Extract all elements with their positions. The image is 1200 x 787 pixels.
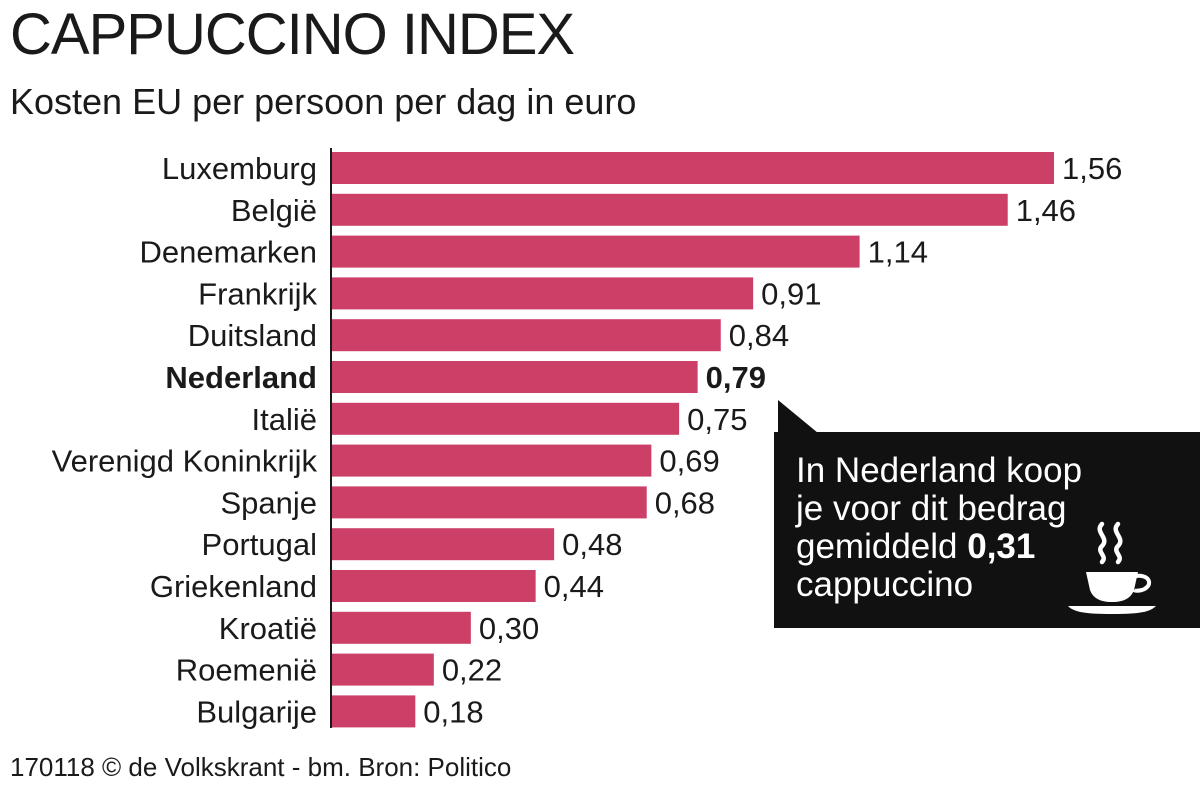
page-title: CAPPUCCINO INDEX — [10, 2, 575, 67]
value-label: 0,18 — [423, 694, 483, 729]
callout-line-2: je voor dit bedrag — [796, 489, 1067, 528]
value-label: 0,91 — [761, 276, 821, 311]
page-subtitle: Kosten EU per persoon per dag in euro — [10, 81, 637, 122]
callout-box: In Nederland koop je voor dit bedrag gem… — [774, 432, 1200, 628]
value-label: 0,79 — [706, 360, 766, 395]
value-label: 0,68 — [655, 485, 715, 520]
category-label: Portugal — [202, 527, 317, 562]
value-label: 1,56 — [1062, 151, 1122, 186]
callout-prefix: gemiddeld — [796, 527, 968, 566]
value-label: 1,46 — [1016, 193, 1076, 228]
callout-text: In Nederland koop je voor dit bedrag gem… — [796, 452, 1096, 604]
category-label: Denemarken — [140, 235, 317, 270]
bar-13 — [332, 695, 416, 728]
value-label: 0,84 — [729, 318, 789, 353]
source-footer: 170118 © de Volkskrant - bm. Bron: Polit… — [10, 752, 512, 782]
bar-6 — [332, 402, 680, 435]
value-label: 0,30 — [479, 611, 539, 646]
category-label: Duitsland — [188, 318, 317, 353]
category-label: Kroatië — [219, 611, 317, 646]
value-label: 0,22 — [442, 653, 502, 688]
bar-2 — [332, 235, 860, 268]
value-label: 0,69 — [659, 444, 719, 479]
category-label: Nederland — [165, 360, 317, 395]
category-label: Italië — [252, 402, 317, 437]
coffee-cup-icon — [1068, 521, 1156, 614]
callout-line-4: cappuccino — [796, 565, 974, 604]
bar-9 — [332, 528, 555, 561]
bar-5 — [332, 361, 698, 393]
category-label: Luxemburg — [162, 151, 317, 186]
bar-3 — [332, 277, 754, 310]
bar-11 — [332, 611, 471, 644]
category-label: Griekenland — [150, 569, 317, 604]
category-label: Verenigd Koninkrijk — [52, 444, 318, 479]
bar-0 — [332, 152, 1054, 184]
bar-4 — [332, 319, 721, 352]
bar-10 — [332, 570, 536, 602]
value-label: 0,75 — [687, 402, 747, 437]
category-label: Roemenië — [176, 653, 317, 688]
category-label: Bulgarije — [196, 694, 317, 729]
bar-7 — [332, 444, 652, 477]
callout-value: 0,31 — [967, 527, 1036, 566]
value-label: 0,44 — [544, 569, 604, 604]
callout-line-3: gemiddeld 0,31 — [796, 528, 1096, 566]
category-label: Spanje — [220, 485, 317, 520]
value-label: 0,48 — [562, 527, 622, 562]
category-label: België — [231, 193, 317, 228]
value-label: 1,14 — [868, 235, 928, 270]
bar-12 — [332, 653, 434, 686]
category-label: Frankrijk — [198, 276, 317, 311]
callout-pointer — [778, 400, 818, 433]
callout-line-1: In Nederland koop — [796, 451, 1083, 490]
bar-1 — [332, 193, 1008, 226]
bar-8 — [332, 486, 647, 519]
